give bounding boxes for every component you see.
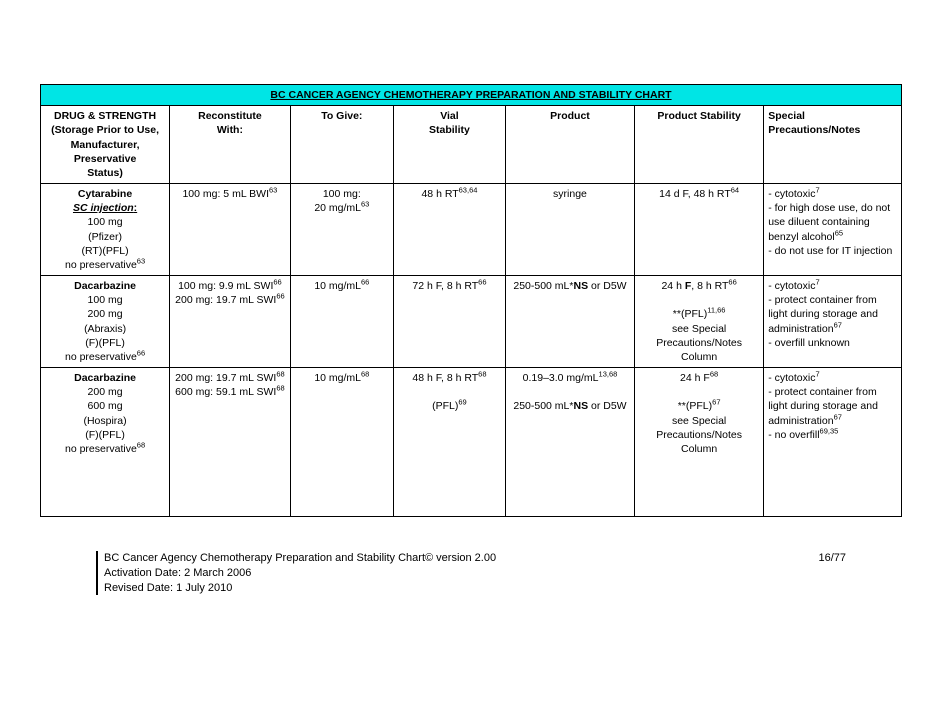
table-row: Dacarbazine200 mg600 mg(Hospira)(F)(PFL)… — [41, 368, 902, 517]
to-give-cell: 10 mg/mL66 — [290, 276, 393, 368]
reconstitute-cell: 100 mg: 5 mL BWI63 — [170, 184, 291, 276]
product-cell: 0.19–3.0 mg/mL13,68250-500 mL*NS or D5W — [505, 368, 634, 517]
chart-body: CytarabineSC injection:100 mg(Pfizer)(RT… — [41, 184, 902, 517]
drug-strength-cell: CytarabineSC injection:100 mg(Pfizer)(RT… — [41, 184, 170, 276]
drug-strength-cell: Dacarbazine200 mg600 mg(Hospira)(F)(PFL)… — [41, 368, 170, 517]
vial-stability-cell: 72 h F, 8 h RT66 — [393, 276, 505, 368]
drug-strength-cell: Dacarbazine100 mg200 mg(Abraxis)(F)(PFL)… — [41, 276, 170, 368]
vial-stability-cell: 48 h F, 8 h RT68(PFL)69 — [393, 368, 505, 517]
footer-revised: Revised Date: 1 July 2010 — [104, 581, 496, 596]
column-header: Product Stability — [635, 106, 764, 184]
reconstitute-cell: 100 mg: 9.9 mL SWI66200 mg: 19.7 mL SWI6… — [170, 276, 291, 368]
vial-stability-cell: 48 h RT63,64 — [393, 184, 505, 276]
column-headers-row: DRUG & STRENGTH(Storage Prior to Use,Man… — [41, 106, 902, 184]
table-row: Dacarbazine100 mg200 mg(Abraxis)(F)(PFL)… — [41, 276, 902, 368]
notes-cell: - cytotoxic7- for high dose use, do not … — [764, 184, 902, 276]
product-cell: syringe — [505, 184, 634, 276]
column-header: ReconstituteWith: — [170, 106, 291, 184]
footer-version: BC Cancer Agency Chemotherapy Preparatio… — [104, 551, 496, 566]
column-header: DRUG & STRENGTH(Storage Prior to Use,Man… — [41, 106, 170, 184]
column-header: SpecialPrecautions/Notes — [764, 106, 902, 184]
footer-page-number: 16/77 — [818, 551, 846, 596]
column-header: VialStability — [393, 106, 505, 184]
stability-chart-table: BC CANCER AGENCY CHEMOTHERAPY PREPARATIO… — [40, 84, 902, 517]
reconstitute-cell: 200 mg: 19.7 mL SWI68600 mg: 59.1 mL SWI… — [170, 368, 291, 517]
to-give-cell: 100 mg:20 mg/mL63 — [290, 184, 393, 276]
product-stability-cell: 24 h F, 8 h RT66**(PFL)11,66see Special … — [635, 276, 764, 368]
notes-cell: - cytotoxic7- protect container from lig… — [764, 276, 902, 368]
notes-cell: - cytotoxic7- protect container from lig… — [764, 368, 902, 517]
product-cell: 250-500 mL*NS or D5W — [505, 276, 634, 368]
page-footer: BC Cancer Agency Chemotherapy Preparatio… — [96, 551, 846, 596]
to-give-cell: 10 mg/mL68 — [290, 368, 393, 517]
chart-title: BC CANCER AGENCY CHEMOTHERAPY PREPARATIO… — [41, 85, 902, 106]
product-stability-cell: 14 d F, 48 h RT64 — [635, 184, 764, 276]
footer-activation: Activation Date: 2 March 2006 — [104, 566, 496, 581]
column-header: Product — [505, 106, 634, 184]
table-row: CytarabineSC injection:100 mg(Pfizer)(RT… — [41, 184, 902, 276]
product-stability-cell: 24 h F68**(PFL)67see Special Precautions… — [635, 368, 764, 517]
column-header: To Give: — [290, 106, 393, 184]
